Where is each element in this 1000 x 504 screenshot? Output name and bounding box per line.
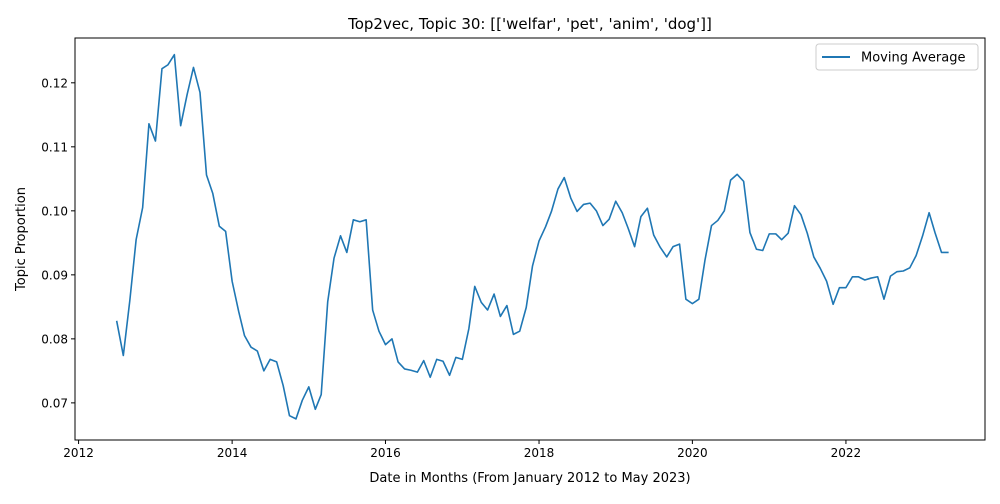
- y-tick-label: 0.10: [41, 204, 68, 218]
- x-axis-label: Date in Months (From January 2012 to May…: [369, 471, 690, 486]
- y-tick-label: 0.11: [41, 140, 68, 154]
- y-axis: 0.07 0.08 0.09 0.10 0.11 0.12: [41, 76, 75, 410]
- y-tick-label: 0.07: [41, 396, 68, 410]
- y-tick-label: 0.08: [41, 332, 68, 346]
- plot-frame: [74, 37, 986, 441]
- x-tick-label: 2014: [217, 446, 248, 460]
- x-axis: 2012 2014 2016 2018 2020 2022: [63, 440, 861, 460]
- legend-box: [815, 43, 979, 71]
- y-axis-label: Topic Proportion: [14, 187, 29, 292]
- x-tick-label: 2016: [370, 446, 401, 460]
- legend: Moving Average: [815, 43, 979, 71]
- x-tick-label: 2018: [524, 446, 555, 460]
- x-tick-label: 2020: [677, 446, 708, 460]
- x-tick-label: 2012: [63, 446, 94, 460]
- x-tick-label: 2022: [831, 446, 862, 460]
- y-tick-label: 0.09: [41, 268, 68, 282]
- series-line-moving-average: [115, 53, 949, 420]
- y-tick-label: 0.12: [41, 76, 68, 90]
- chart-title: Top2vec, Topic 30: [['welfar', 'pet', 'a…: [347, 15, 712, 33]
- plot-area: [115, 53, 949, 420]
- legend-label: Moving Average: [861, 51, 965, 66]
